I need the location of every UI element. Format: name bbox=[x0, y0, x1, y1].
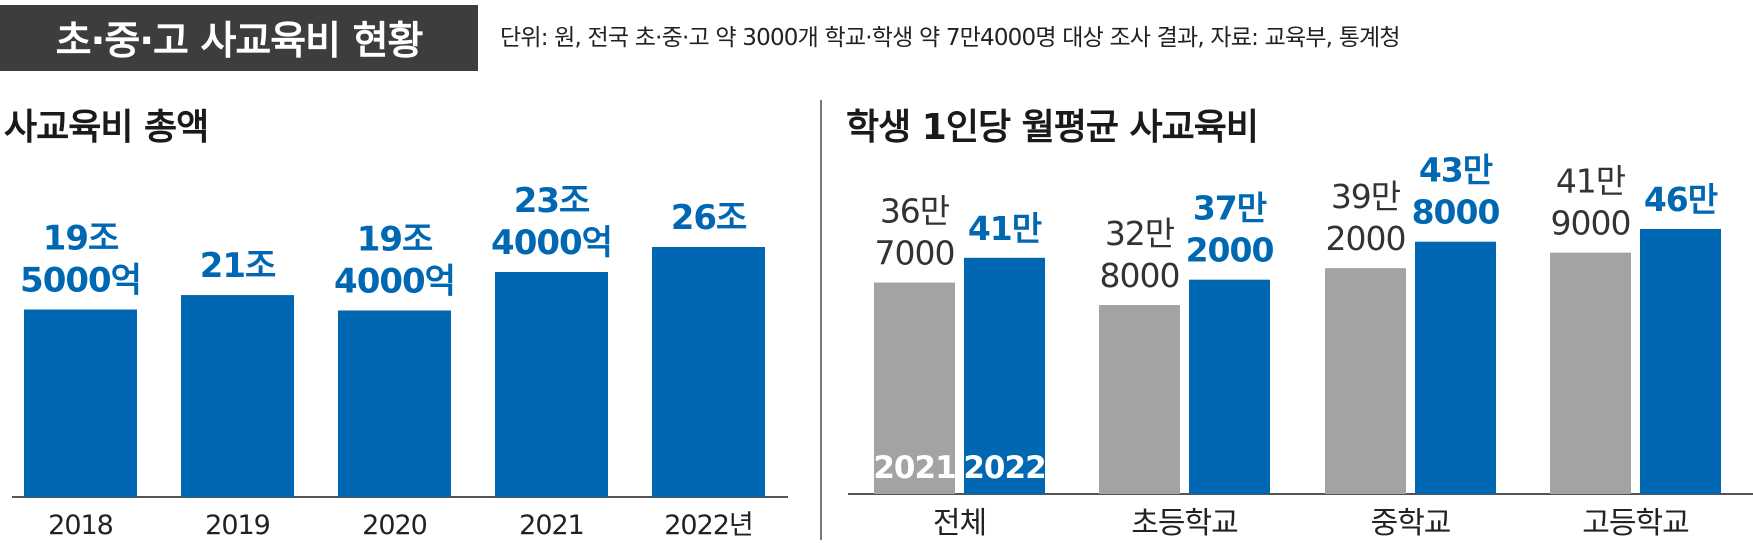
data-label-per-student: 8000 bbox=[1412, 193, 1500, 232]
data-label-total: 4000억 bbox=[491, 223, 612, 263]
bar-2022-초등학교 bbox=[1189, 279, 1270, 494]
bar-total-2022년 bbox=[652, 247, 765, 497]
x-tick-label: 2020 bbox=[362, 510, 427, 541]
bar-2022-중학교 bbox=[1415, 241, 1496, 494]
chart-divider bbox=[820, 100, 822, 540]
data-label-total: 19조 bbox=[357, 219, 433, 259]
x-tick-label: 2021 bbox=[519, 510, 584, 541]
data-label-per-student: 9000 bbox=[1551, 204, 1631, 243]
bar-2021-고등학교 bbox=[1550, 252, 1631, 494]
data-label-per-student: 43만 bbox=[1419, 151, 1493, 190]
data-label-total: 4000억 bbox=[334, 261, 455, 301]
data-label-total: 19조 bbox=[43, 219, 119, 259]
source-note: 단위: 원, 전국 초·중·고 약 3000개 학교·학생 약 7만4000명 … bbox=[500, 25, 1401, 51]
bar-total-2018 bbox=[24, 309, 137, 497]
bar-total-2019 bbox=[181, 295, 294, 497]
x-tick-label: 2019 bbox=[205, 510, 270, 541]
data-label-per-student: 2000 bbox=[1326, 219, 1406, 258]
data-label-per-student: 32만 bbox=[1105, 214, 1175, 253]
data-label-per-student: 46만 bbox=[1644, 180, 1718, 219]
chart-title-per-student: 학생 1인당 월평균 사교육비 bbox=[846, 107, 1259, 148]
data-label-per-student: 7000 bbox=[875, 234, 955, 273]
page-title: 초·중·고 사교육비 현황 bbox=[0, 5, 478, 71]
data-label-per-student: 2000 bbox=[1186, 231, 1274, 270]
bar-2021-중학교 bbox=[1325, 268, 1406, 494]
data-label-total: 5000억 bbox=[20, 261, 141, 301]
series-label-2022: 2022 bbox=[963, 450, 1045, 486]
x-tick-label: 초등학교 bbox=[1131, 506, 1237, 541]
bar-2022-전체 bbox=[964, 257, 1045, 494]
bar-2021-전체 bbox=[874, 282, 955, 494]
data-label-total: 23조 bbox=[514, 181, 590, 221]
data-label-per-student: 8000 bbox=[1100, 256, 1180, 295]
x-tick-label: 2022년 bbox=[664, 510, 753, 541]
bar-total-2021 bbox=[495, 272, 608, 497]
bar-2021-초등학교 bbox=[1099, 305, 1180, 494]
bar-total-2020 bbox=[338, 310, 451, 497]
x-tick-label: 전체 bbox=[933, 506, 986, 541]
data-label-per-student: 39만 bbox=[1331, 177, 1401, 216]
data-label-per-student: 36만 bbox=[880, 192, 950, 231]
x-tick-label: 중학교 bbox=[1371, 506, 1451, 541]
data-label-per-student: 37만 bbox=[1193, 189, 1267, 228]
x-tick-label: 2018 bbox=[48, 510, 113, 541]
chart-title-total: 사교육비 총액 bbox=[4, 107, 209, 148]
bar-2022-고등학교 bbox=[1640, 229, 1721, 494]
data-label-per-student: 41만 bbox=[968, 209, 1042, 248]
data-label-per-student: 41만 bbox=[1556, 162, 1626, 201]
data-label-total: 26조 bbox=[671, 198, 747, 238]
x-tick-label: 고등학교 bbox=[1582, 506, 1688, 541]
series-label-2021: 2021 bbox=[873, 450, 955, 486]
data-label-total: 21조 bbox=[200, 246, 276, 286]
